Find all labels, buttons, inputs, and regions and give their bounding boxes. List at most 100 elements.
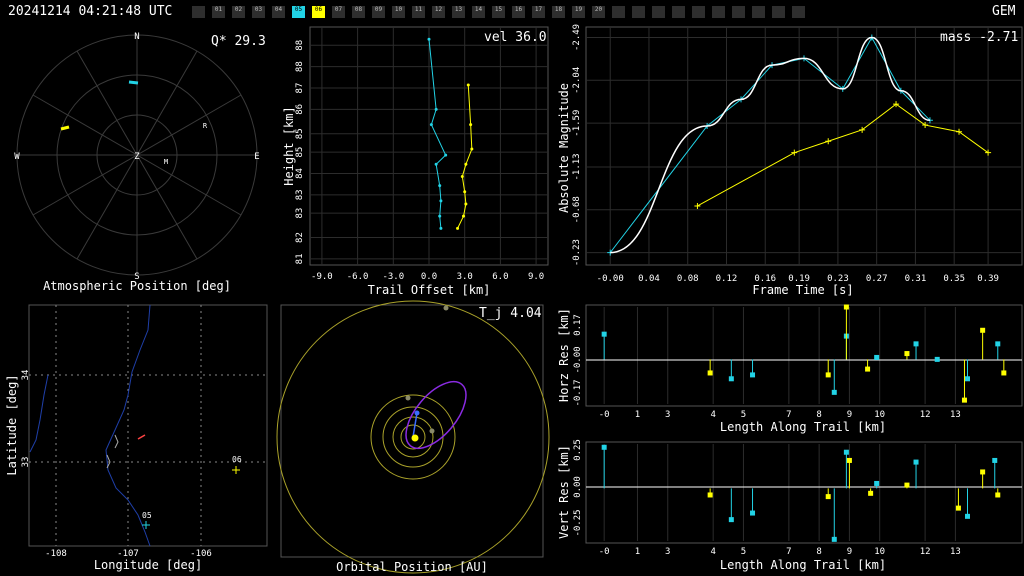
- camera-box-13: 13: [452, 6, 465, 18]
- camera-box-05: 05: [292, 6, 305, 18]
- vr-point: [874, 480, 880, 486]
- mag-point-yellow: [694, 202, 701, 209]
- mag-ytick: -1.13: [572, 153, 582, 180]
- map-xtick-107: -107: [117, 549, 139, 559]
- camera-box-19: 19: [572, 6, 585, 18]
- hr-point: [825, 372, 831, 378]
- hr-point: [961, 397, 967, 403]
- dir-w: W: [14, 152, 20, 162]
- map-ytick-33: 33: [21, 457, 31, 468]
- hr-xtick: 12: [920, 410, 931, 420]
- mag-point-yellow: [791, 149, 798, 156]
- height-point: [462, 214, 466, 218]
- camera-box-blank-22: [632, 6, 645, 18]
- vr-point: [750, 510, 756, 516]
- mag-xtick: 0.16: [754, 274, 776, 284]
- height-point: [427, 37, 431, 41]
- mag-ytick: -0.23: [572, 239, 582, 266]
- vr-point: [913, 459, 919, 465]
- network-label: GEM: [992, 4, 1016, 19]
- camera-box-blank-29: [772, 6, 785, 18]
- height-point: [438, 214, 442, 218]
- camera-box-11: 11: [412, 6, 425, 18]
- mag-fit-curve: [610, 36, 931, 254]
- mag-series-yellow: [697, 103, 989, 207]
- dir-n: N: [134, 32, 139, 42]
- orbit-arc-blue: [412, 412, 418, 438]
- mag-xtick: 0.23: [827, 274, 849, 284]
- hr-xtick: -0: [599, 410, 610, 420]
- height-xtick: -9.0: [311, 272, 333, 282]
- camera-box-10: 10: [392, 6, 405, 18]
- hr-point: [750, 372, 756, 378]
- camera-box-12: 12: [432, 6, 445, 18]
- vres-ytick-top: 0.25: [573, 439, 583, 461]
- vr-xtick: 12: [920, 547, 931, 557]
- map-ytick-34: 34: [21, 370, 31, 381]
- height-ylabel: Height [km]: [282, 106, 296, 185]
- height-point: [434, 162, 438, 166]
- planet-dot-3: [429, 428, 435, 434]
- mag-ytick: -2.49: [572, 24, 582, 51]
- orbit-xlabel: Orbital Position [AU]: [336, 560, 488, 574]
- hr-xtick: 1: [635, 410, 640, 420]
- height-point: [439, 199, 443, 203]
- vres-plot-frame: [585, 441, 1023, 544]
- hr-point: [831, 389, 837, 395]
- atmos-track-cyan: [128, 80, 139, 85]
- atmos-track-yellow: [60, 125, 70, 131]
- camera-box-blank-0: [192, 6, 205, 18]
- vr-point: [868, 490, 874, 496]
- hr-xtick: 5: [741, 410, 746, 420]
- height-ytick: 85: [295, 128, 305, 139]
- height-xtick: 6.0: [492, 272, 508, 282]
- camera-box-15: 15: [492, 6, 505, 18]
- hr-point: [843, 304, 849, 310]
- mag-xlabel: Frame Time [s]: [752, 283, 853, 297]
- height-ytick: 86: [295, 104, 305, 115]
- hr-point: [874, 354, 880, 360]
- camera-box-08: 08: [352, 6, 365, 18]
- station-06-marker: [232, 466, 240, 474]
- hr-xtick: 13: [950, 410, 961, 420]
- timestamp: 20241214 04:21:48 UTC: [8, 4, 173, 19]
- hr-point: [865, 366, 871, 372]
- height-point: [439, 226, 443, 230]
- camera-box-blank-28: [752, 6, 765, 18]
- mag-point-yellow: [956, 128, 963, 135]
- vr-point: [825, 494, 831, 500]
- hr-point: [934, 356, 940, 362]
- vr-point: [831, 536, 837, 542]
- height-xlabel: Trail Offset [km]: [368, 283, 491, 297]
- mag-ytick: -1.59: [572, 110, 582, 137]
- height-point: [460, 175, 464, 179]
- height-point: [456, 226, 460, 230]
- map-xtick-106: -106: [190, 549, 212, 559]
- hr-point: [601, 331, 607, 337]
- height-ytick: 88: [295, 61, 305, 72]
- sun-icon: [411, 434, 419, 442]
- mag-xtick: 0.19: [788, 274, 810, 284]
- vr-xtick: 10: [874, 547, 885, 557]
- mag-point-yellow: [859, 126, 866, 133]
- mag-xtick: 0.04: [638, 274, 660, 284]
- vel-label: vel 36.0: [484, 30, 547, 45]
- vr-point: [728, 517, 734, 523]
- height-ytick: 88: [295, 40, 305, 51]
- height-ytick: 83: [295, 189, 305, 200]
- vr-point: [995, 492, 1001, 498]
- hr-point: [980, 327, 986, 333]
- map-border-line: [105, 304, 151, 547]
- hr-point: [965, 376, 970, 382]
- height-point: [464, 202, 468, 206]
- dir-z: Z: [134, 152, 140, 162]
- camera-box-blank-24: [672, 6, 685, 18]
- hres-ytick-bot: -0.17: [573, 379, 583, 406]
- map-border-line-2: [29, 374, 49, 453]
- hr-point: [728, 376, 734, 382]
- mag-series-cyan: [609, 36, 931, 253]
- camera-box-blank-21: [612, 6, 625, 18]
- hres-plot-frame: [585, 304, 1023, 407]
- height-point: [429, 123, 433, 127]
